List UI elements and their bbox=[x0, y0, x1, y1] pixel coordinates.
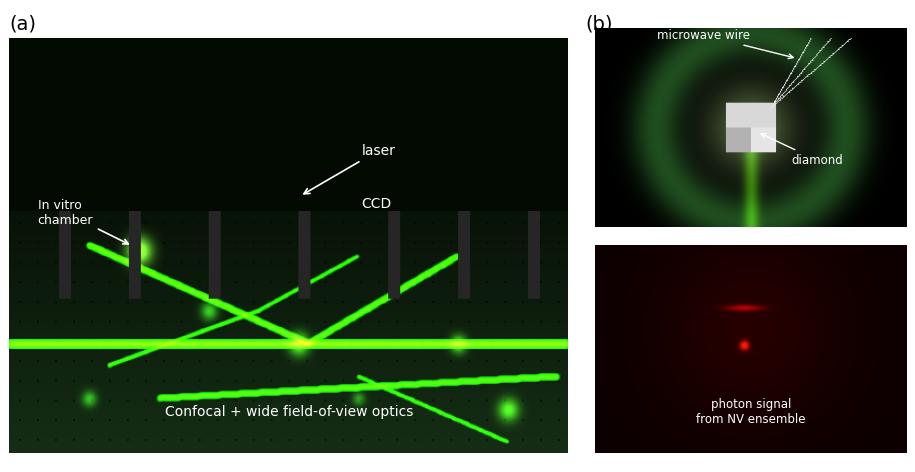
Text: microwave wire: microwave wire bbox=[658, 29, 793, 59]
Text: (a): (a) bbox=[9, 14, 37, 33]
Text: photon signal
from NV ensemble: photon signal from NV ensemble bbox=[696, 398, 805, 426]
Text: In vitro
chamber: In vitro chamber bbox=[38, 199, 128, 244]
Text: diamond: diamond bbox=[761, 134, 843, 167]
Text: CCD: CCD bbox=[361, 197, 392, 211]
Text: (b): (b) bbox=[586, 14, 613, 33]
Text: laser: laser bbox=[304, 143, 395, 194]
Text: Confocal + wide field-of-view optics: Confocal + wide field-of-view optics bbox=[165, 405, 413, 419]
